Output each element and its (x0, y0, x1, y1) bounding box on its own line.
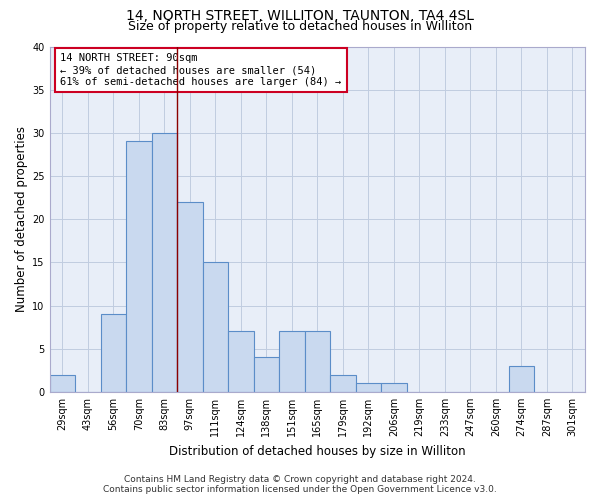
Bar (101, 314, 126, 392)
Bar (152, 133, 177, 392)
Bar (177, 202, 203, 392)
Text: Size of property relative to detached houses in Williton: Size of property relative to detached ho… (128, 20, 472, 33)
Bar (228, 332, 254, 392)
Bar (381, 384, 407, 392)
Text: 14 NORTH STREET: 90sqm
← 39% of detached houses are smaller (54)
61% of semi-det: 14 NORTH STREET: 90sqm ← 39% of detached… (60, 54, 341, 86)
Text: Contains HM Land Registry data © Crown copyright and database right 2024.
Contai: Contains HM Land Registry data © Crown c… (103, 474, 497, 494)
Bar (254, 358, 279, 392)
Bar (330, 374, 356, 392)
Y-axis label: Number of detached properties: Number of detached properties (15, 126, 28, 312)
Bar (126, 142, 152, 392)
Bar (50, 374, 75, 392)
Bar (356, 384, 381, 392)
Bar (509, 366, 534, 392)
Bar (279, 332, 305, 392)
X-axis label: Distribution of detached houses by size in Williton: Distribution of detached houses by size … (169, 444, 466, 458)
Bar (305, 332, 330, 392)
Text: 14, NORTH STREET, WILLITON, TAUNTON, TA4 4SL: 14, NORTH STREET, WILLITON, TAUNTON, TA4… (126, 8, 474, 22)
Bar (203, 262, 228, 392)
